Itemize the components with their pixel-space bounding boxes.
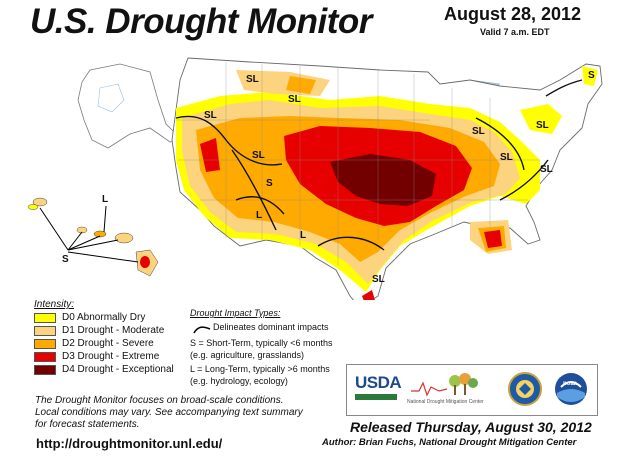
page-title: U.S. Drought Monitor [30, 2, 372, 41]
legend-row-d2: D2 Drought - Severe [34, 337, 174, 350]
label-s-2: S [588, 70, 595, 81]
usda-logo-bar [355, 394, 397, 400]
legend-label-d3: D3 Drought - Extreme [62, 351, 160, 362]
label-sl-1: SL [246, 74, 259, 85]
legend-swatch-d0 [34, 312, 56, 323]
legend-label-d0: D0 Abnormally Dry [62, 312, 146, 323]
label-s-1: S [266, 178, 273, 189]
impact-long-term: L = Long-Term, typically >6 months [190, 364, 330, 374]
disclaimer-note: The Drought Monitor focuses on broad-sca… [35, 395, 303, 431]
ndmc-logo-text: National Drought Mitigation Center [407, 399, 484, 405]
legend-swatch-d3 [34, 351, 56, 362]
usda-logo: USDA [355, 373, 402, 392]
author-credit: Author: Brian Fuchs, National Drought Mi… [322, 437, 577, 448]
label-sl-5: SL [472, 126, 485, 137]
impact-short-term-eg: (e.g. agriculture, grasslands) [190, 350, 305, 360]
map-date: August 28, 2012 [444, 4, 582, 24]
website-link[interactable]: http://droughtmonitor.unl.edu/ [36, 436, 223, 451]
legend-label-d4: D4 Drought - Exceptional [62, 364, 174, 375]
impact-short-term: S = Short-Term, typically <6 months [190, 338, 333, 348]
partner-logos: USDA National Drought Mitigation Center … [346, 364, 598, 416]
ndmc-logo [411, 373, 478, 397]
label-s-hawaii: S [62, 254, 69, 265]
label-l-2: L [300, 230, 307, 241]
disclaimer-line-2: Local conditions may vary. See accompany… [35, 407, 303, 418]
alaska-shape [77, 63, 183, 149]
disclaimer-line-1: The Drought Monitor focuses on broad-sca… [35, 395, 284, 406]
legend-title: Intensity: [34, 299, 75, 310]
legend-swatch-d2 [34, 338, 56, 349]
impact-line-icon [193, 326, 211, 334]
label-sl-8: SL [540, 164, 553, 175]
valid-time: Valid 7 a.m. EDT [480, 27, 550, 37]
label-sl-6: SL [500, 152, 513, 163]
label-l-1: L [256, 210, 263, 221]
legend-row-d0: D0 Abnormally Dry [34, 311, 174, 324]
impact-types-title: Drought Impact Types: [190, 308, 281, 318]
legend-swatch-d4 [34, 364, 56, 375]
legend-label-d1: D1 Drought - Moderate [62, 325, 165, 336]
label-sl-7: SL [536, 120, 549, 131]
legend-label-d2: D2 Drought - Severe [62, 338, 154, 349]
impact-lines [175, 79, 583, 251]
label-sl-3: SL [204, 110, 217, 121]
noaa-logo-text: noaa [563, 381, 578, 387]
disclaimer-line-3: for forecast statements. [35, 419, 140, 430]
label-sl-2: SL [288, 94, 301, 105]
label-sl-9: SL [372, 274, 385, 285]
commerce-seal-icon [508, 372, 542, 406]
legend: D0 Abnormally Dry D1 Drought - Moderate … [34, 311, 174, 376]
impact-long-term-eg: (e.g. hydrology, ecology) [190, 376, 288, 386]
legend-row-d4: D4 Drought - Exceptional [34, 363, 174, 376]
label-sl-4: SL [252, 150, 265, 161]
release-date: Released Thursday, August 30, 2012 [350, 419, 592, 435]
legend-row-d3: D3 Drought - Extreme [34, 350, 174, 363]
drought-map [27, 57, 603, 300]
legend-swatch-d1 [34, 325, 56, 336]
impact-line-label: Delineates dominant impacts [213, 322, 329, 332]
hawaii-islands [27, 197, 159, 277]
legend-row-d1: D1 Drought - Moderate [34, 324, 174, 337]
noaa-logo [555, 373, 587, 405]
label-l-hawaii: L [102, 194, 109, 205]
drought-d4 [330, 154, 436, 206]
